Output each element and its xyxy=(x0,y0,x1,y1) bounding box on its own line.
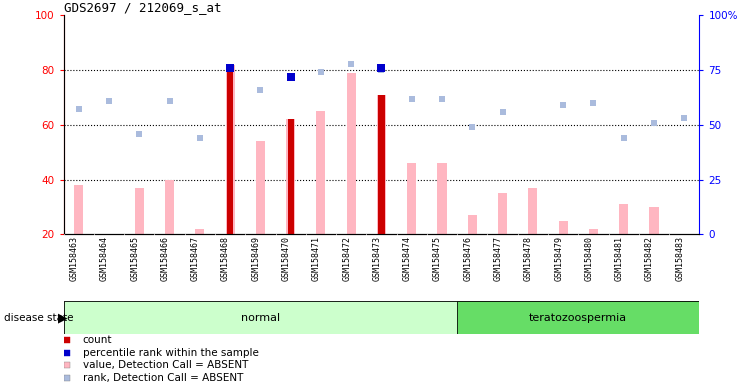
Text: value, Detection Call = ABSENT: value, Detection Call = ABSENT xyxy=(82,360,248,370)
Bar xyxy=(378,95,384,234)
Bar xyxy=(498,193,507,234)
Bar xyxy=(559,220,568,234)
Bar xyxy=(589,229,598,234)
Text: disease state: disease state xyxy=(4,313,73,323)
Text: GSM158467: GSM158467 xyxy=(191,236,200,281)
Text: rank, Detection Call = ABSENT: rank, Detection Call = ABSENT xyxy=(82,373,243,383)
Bar xyxy=(346,73,356,234)
Text: GSM158482: GSM158482 xyxy=(645,236,654,281)
Text: ▶: ▶ xyxy=(58,311,67,324)
Text: GSM158463: GSM158463 xyxy=(70,236,79,281)
Text: GSM158469: GSM158469 xyxy=(251,236,260,281)
Text: GDS2697 / 212069_s_at: GDS2697 / 212069_s_at xyxy=(64,1,221,14)
Bar xyxy=(649,207,658,234)
Text: GSM158475: GSM158475 xyxy=(433,236,442,281)
Text: GSM158476: GSM158476 xyxy=(463,236,472,281)
Text: GSM158478: GSM158478 xyxy=(524,236,533,281)
Bar xyxy=(226,65,235,234)
Text: normal: normal xyxy=(241,313,280,323)
Text: GSM158464: GSM158464 xyxy=(100,236,109,281)
Text: GSM158473: GSM158473 xyxy=(373,236,381,281)
Bar xyxy=(407,163,417,234)
Text: GSM158480: GSM158480 xyxy=(584,236,593,281)
Text: GSM158483: GSM158483 xyxy=(675,236,684,281)
Text: GSM158474: GSM158474 xyxy=(402,236,411,281)
Text: GSM158481: GSM158481 xyxy=(615,236,624,281)
Bar xyxy=(316,111,325,234)
Bar xyxy=(165,180,174,234)
Bar xyxy=(195,229,204,234)
Bar xyxy=(227,67,233,234)
Text: GSM158466: GSM158466 xyxy=(161,236,170,281)
Bar xyxy=(74,185,83,234)
Bar xyxy=(457,301,699,334)
Text: teratozoospermia: teratozoospermia xyxy=(530,313,628,323)
Bar xyxy=(135,188,144,234)
Bar xyxy=(528,188,537,234)
Text: GSM158471: GSM158471 xyxy=(312,236,321,281)
Bar xyxy=(438,163,447,234)
Bar xyxy=(256,141,265,234)
Text: GSM158468: GSM158468 xyxy=(221,236,230,281)
Text: GSM158477: GSM158477 xyxy=(494,236,503,281)
Bar xyxy=(288,119,294,234)
Text: GSM158470: GSM158470 xyxy=(282,236,291,281)
Text: GSM158479: GSM158479 xyxy=(554,236,563,281)
Bar xyxy=(64,301,457,334)
Bar xyxy=(286,119,295,234)
Text: GSM158472: GSM158472 xyxy=(342,236,352,281)
Bar xyxy=(468,215,476,234)
Text: count: count xyxy=(82,335,112,345)
Bar xyxy=(619,204,628,234)
Bar xyxy=(377,95,386,234)
Text: GSM158465: GSM158465 xyxy=(130,236,139,281)
Text: percentile rank within the sample: percentile rank within the sample xyxy=(82,348,259,358)
